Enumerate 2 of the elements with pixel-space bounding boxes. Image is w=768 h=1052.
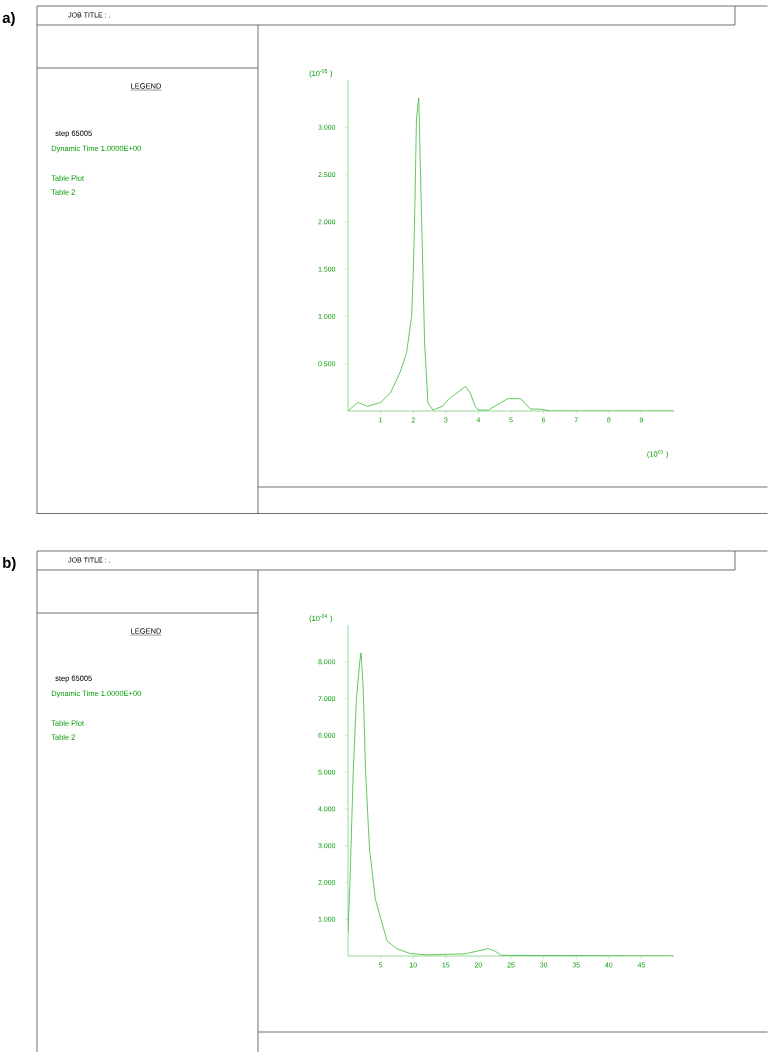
text: a) — [2, 12, 15, 26]
text: b) — [3, 557, 16, 571]
